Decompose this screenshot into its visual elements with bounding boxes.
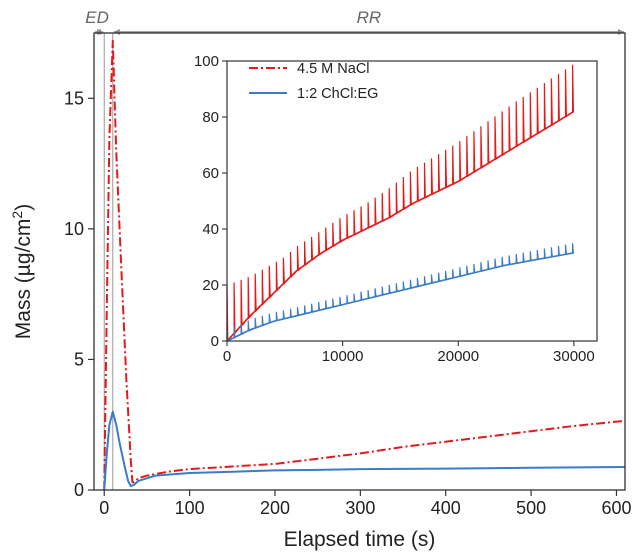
inset-y-tick-label: 100 xyxy=(194,53,219,70)
region-ed: ED xyxy=(85,8,109,35)
region-arrow-head-left xyxy=(113,29,120,35)
inset-y-tick-label: 20 xyxy=(202,277,219,294)
y-tick-label: 15 xyxy=(64,88,84,108)
inset-x-tick-label: 10000 xyxy=(322,348,364,365)
x-tick-label: 400 xyxy=(431,498,461,518)
inset-x-tick-label: 0 xyxy=(223,348,231,365)
region-label-rr: RR xyxy=(357,8,382,27)
y-axis-title: Mass (µg/cm2) xyxy=(9,204,35,339)
y-tick-label: 10 xyxy=(64,219,84,239)
inset-ticks: 0 10000 20000 30000 0 20 40 60 80 100 xyxy=(194,53,595,365)
x-tick-label: 600 xyxy=(601,498,631,518)
main-series-line-2 xyxy=(103,410,626,491)
inset-y-tick-label: 0 xyxy=(211,333,219,350)
x-tick-label: 100 xyxy=(175,498,205,518)
inset-y-tick-label: 80 xyxy=(202,109,219,126)
legend-label: 4.5 M NaCl xyxy=(297,61,370,77)
inset-x-tick-label: 30000 xyxy=(553,348,595,365)
main-series-group xyxy=(103,39,626,491)
region-arrow-head-right xyxy=(618,29,624,35)
y-axis-title-main: Mass (µg/cm xyxy=(12,219,35,340)
x-tick-label: 0 xyxy=(99,498,109,518)
inset-chart: 0 10000 20000 30000 0 20 40 60 80 100 4.5 M NaCl 1… xyxy=(194,53,598,365)
inset-plot-frame xyxy=(226,60,598,342)
inset-background xyxy=(227,61,597,341)
legend-item-2: 1:2 ChCl:EG xyxy=(249,86,378,102)
legend-item-1: 4.5 M NaCl xyxy=(249,61,370,77)
y-axis-title-superscript: 2 xyxy=(9,211,25,219)
inset-x-tick-label: 20000 xyxy=(437,348,479,365)
main-series-line-1 xyxy=(103,39,626,491)
x-axis-title: Elapsed time (s) xyxy=(284,528,436,551)
inset-series-group xyxy=(226,64,575,343)
legend: 4.5 M NaCl 1:2 ChCl:EG xyxy=(249,61,378,102)
x-tick-label: 200 xyxy=(260,498,290,518)
y-tick-label: 5 xyxy=(74,349,84,369)
main-plot-frame xyxy=(93,32,626,491)
inset-y-tick-label: 40 xyxy=(202,221,219,238)
x-tick-label: 500 xyxy=(516,498,546,518)
inset-y-tick-label: 60 xyxy=(202,165,219,182)
region-label-ed: ED xyxy=(85,8,109,27)
inset-series-baseline-1 xyxy=(226,110,575,342)
y-axis-title-end: ) xyxy=(12,204,35,211)
y-tick-label: 0 xyxy=(74,480,84,500)
inset-series-baseline-2 xyxy=(226,252,575,342)
legend-label: 1:2 ChCl:EG xyxy=(297,86,378,102)
region-rr: RR xyxy=(113,8,624,35)
x-tick-label: 300 xyxy=(345,498,375,518)
